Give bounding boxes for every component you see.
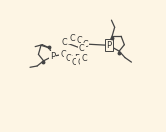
Text: P: P [106,41,111,50]
Text: C: C [79,44,84,53]
Text: Fe: Fe [74,54,83,63]
Text: C: C [71,58,77,67]
Text: C: C [61,38,67,47]
Text: C: C [65,54,71,63]
Text: C: C [69,34,75,43]
Text: C: C [77,36,83,45]
Text: P: P [50,52,55,61]
Text: C: C [82,54,87,63]
Text: C: C [78,58,83,67]
Text: C: C [82,39,88,49]
Text: C: C [60,50,66,59]
